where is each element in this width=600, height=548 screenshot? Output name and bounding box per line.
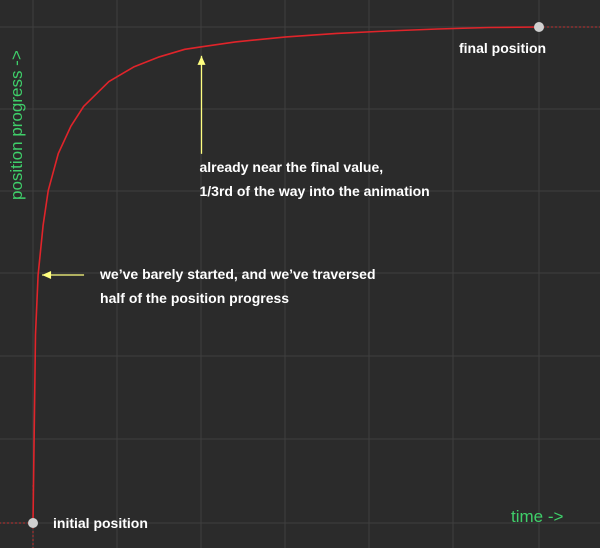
arrow-head-1 [197,55,206,65]
y-axis-label: position progress -> [7,50,26,200]
series-line-0 [32,26,540,524]
annotation-1-line-1: 1/3rd of the way into the animation [199,183,429,199]
x-axis-label: time -> [511,507,564,526]
point-0 [28,518,38,528]
annotation-0-line-0: we’ve barely started, and we’ve traverse… [99,266,375,282]
arrow-head-0 [42,271,52,279]
annotation-1-line-0: already near the final value, [199,159,383,175]
point-label-1: final position [459,40,546,56]
point-label-0: initial position [53,515,148,531]
annotations: we’ve barely started, and we’ve traverse… [42,55,430,306]
point-1 [534,22,544,32]
annotation-0-line-1: half of the position progress [100,290,289,306]
plot-area: initial position final position [0,22,600,548]
